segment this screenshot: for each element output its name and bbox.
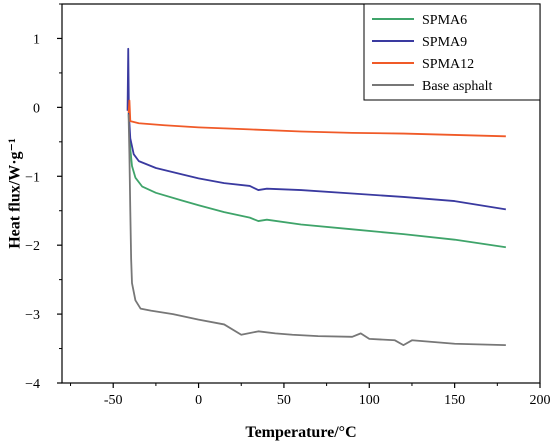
y-tick-label: −2: [25, 239, 40, 254]
x-tick-label: 150: [444, 393, 465, 408]
y-tick-label: −4: [25, 377, 40, 392]
y-tick-label: −1: [25, 170, 40, 185]
series-layer: [126, 47, 507, 346]
y-tick-label: 1: [33, 32, 40, 47]
legend: SPMA6 SPMA9 SPMA12 Base asphalt: [363, 3, 541, 101]
x-axis-title: Temperature/°C: [245, 424, 356, 441]
x-tick-label: -50: [104, 393, 123, 408]
x-tick-label: 50: [277, 393, 291, 408]
y-tick-label: 0: [33, 101, 40, 116]
legend-label: SPMA12: [422, 57, 474, 72]
y-tick-label: −3: [25, 308, 40, 323]
legend-label: SPMA9: [422, 35, 467, 50]
y-axis-title: Heat flux/W·g⁻¹: [7, 138, 24, 249]
legend-label: Base asphalt: [422, 79, 492, 94]
x-tick-label: 200: [530, 393, 550, 408]
legend-label: SPMA6: [422, 13, 467, 28]
plot-frame: [61, 3, 541, 384]
x-tick-label: 0: [195, 393, 202, 408]
series-line-spma6: [127, 112, 506, 249]
series-line-spma9: [126, 47, 507, 211]
series-line-spma12: [127, 99, 506, 138]
axes-layer: -50 0 50 100 150 200 −4 −3 −2 −1 0 1: [25, 3, 550, 408]
x-tick-label: 100: [359, 393, 380, 408]
series-line-base-asphalt: [127, 114, 506, 346]
